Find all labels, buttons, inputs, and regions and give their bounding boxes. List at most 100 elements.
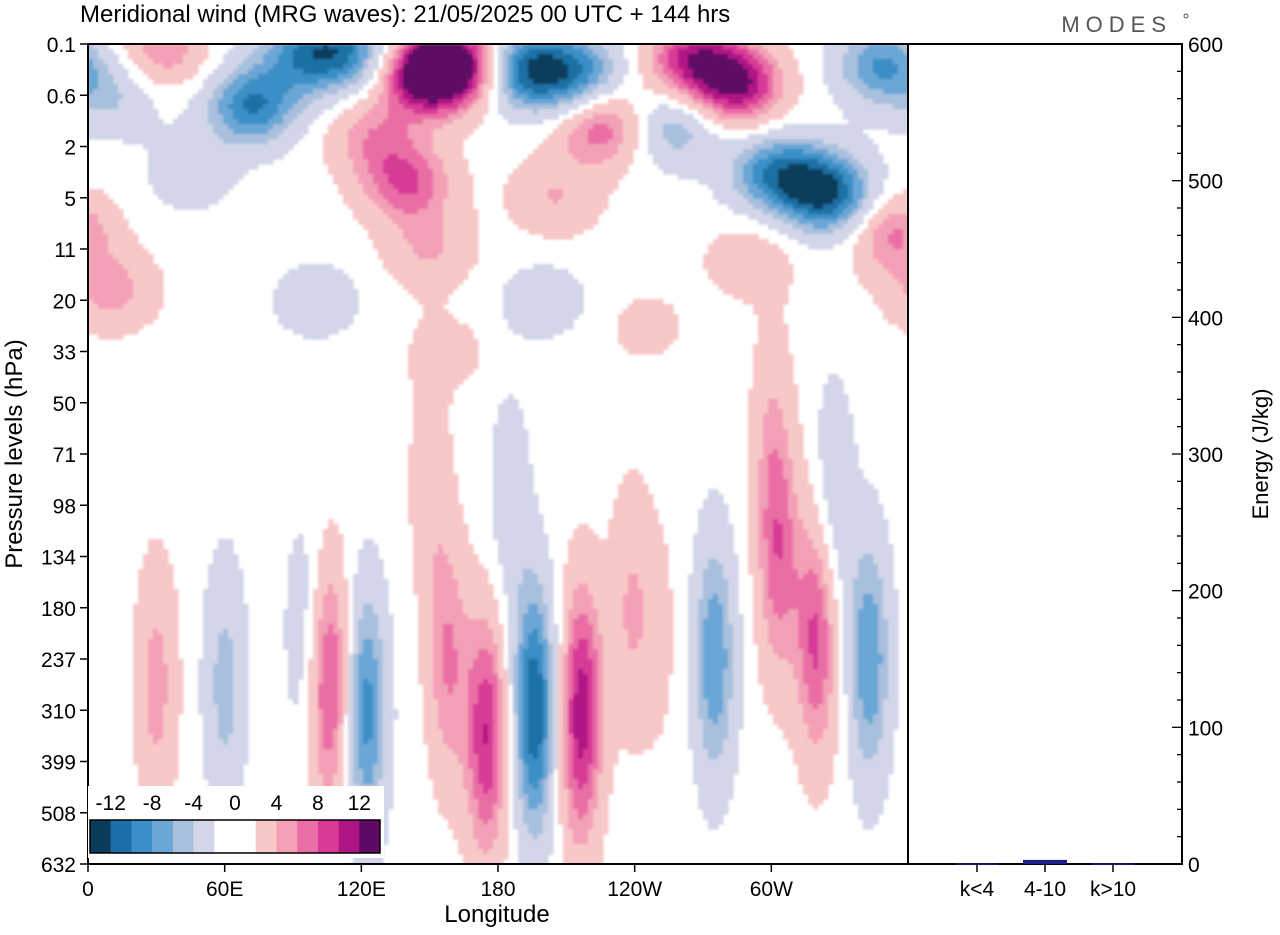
heatmap-cell (448, 194, 454, 200)
heatmap-cell (828, 234, 834, 240)
heatmap-cell (98, 129, 104, 135)
heatmap-cell (293, 69, 299, 75)
heatmap-cell (603, 79, 609, 85)
heatmap-cell (838, 189, 844, 195)
heatmap-cell (793, 214, 799, 220)
heatmap-cell (873, 169, 879, 175)
heatmap-cell (738, 244, 744, 250)
heatmap-cell (588, 199, 594, 205)
heatmap-cell (513, 69, 519, 75)
heatmap-cell (558, 104, 564, 110)
heatmap-cell (548, 49, 554, 55)
heatmap-cell (768, 174, 774, 180)
heatmap-cell (338, 124, 344, 130)
heatmap-cell (748, 84, 754, 90)
heatmap-cell (778, 264, 784, 270)
heatmap-cell (898, 249, 904, 255)
heatmap-cell (553, 89, 559, 95)
heatmap-cell (708, 99, 714, 105)
heatmap-cell (353, 64, 359, 70)
heatmap-cell (573, 224, 579, 230)
heatmap-cell (203, 84, 209, 90)
heatmap-cell (158, 179, 164, 185)
heatmap-cell (848, 219, 854, 225)
heatmap-cell (198, 44, 204, 50)
heatmap-cell (278, 99, 284, 105)
heatmap-cell (398, 134, 404, 140)
heatmap-cell (428, 254, 434, 260)
heatmap-cell (658, 114, 664, 120)
heatmap-cell (528, 49, 534, 55)
heatmap-cell (548, 74, 554, 80)
heatmap-cell (728, 94, 734, 100)
heatmap-cell (703, 179, 709, 185)
heatmap-cell (293, 119, 299, 125)
heatmap-cell (443, 74, 449, 80)
heatmap-cell (708, 64, 714, 70)
heatmap-cell (258, 149, 264, 155)
heatmap-cell (548, 194, 554, 200)
heatmap-cell (588, 189, 594, 195)
heatmap-cell (873, 49, 879, 55)
heatmap-cell (413, 99, 419, 105)
heatmap-cell (398, 254, 404, 260)
heatmap-cell (813, 214, 819, 220)
heatmap-cell (683, 69, 689, 75)
heatmap-cell (868, 149, 874, 155)
heatmap-cell (173, 134, 179, 140)
heatmap-cell (708, 159, 714, 165)
heatmap-cell (593, 209, 599, 215)
heatmap-cell (378, 234, 384, 240)
heatmap-cell (393, 149, 399, 155)
heatmap-cell (188, 169, 194, 175)
heatmap-cell (448, 174, 454, 180)
heatmap-cell (843, 114, 849, 120)
heatmap-cell (443, 89, 449, 95)
heatmap-cell (853, 119, 859, 125)
heatmap-cell (383, 259, 389, 265)
heatmap-cell (833, 154, 839, 160)
heatmap-cell (778, 114, 784, 120)
heatmap-cell (98, 69, 104, 75)
heatmap-cell (813, 194, 819, 200)
heatmap-cell (153, 114, 159, 120)
heatmap-cell (463, 64, 469, 70)
heatmap-cell (358, 214, 364, 220)
heatmap-cell (668, 109, 674, 115)
heatmap-cell (838, 69, 844, 75)
heatmap-cell (538, 154, 544, 160)
heatmap-cell (438, 229, 444, 235)
heatmap-cell (483, 44, 489, 50)
heatmap-cell (188, 104, 194, 110)
heatmap-cell (448, 184, 454, 190)
heatmap-cell (458, 104, 464, 110)
heatmap-cell (558, 124, 564, 130)
heatmap-cell (293, 104, 299, 110)
heatmap-cell (593, 59, 599, 65)
heatmap-cell (818, 174, 824, 180)
heatmap-cell (208, 179, 214, 185)
heatmap-cell (543, 109, 549, 115)
heatmap-cell (458, 204, 464, 210)
heatmap-cell (893, 204, 899, 210)
heatmap-cell (598, 144, 604, 150)
heatmap-cell (323, 154, 329, 160)
heatmap-cell (778, 94, 784, 100)
heatmap-cell (873, 149, 879, 155)
heatmap-cell (628, 144, 634, 150)
heatmap-cell (873, 174, 879, 180)
heatmap-cell (88, 74, 94, 80)
heatmap-cell (218, 89, 224, 95)
heatmap-cell (253, 139, 259, 145)
heatmap-cell (778, 159, 784, 165)
heatmap-cell (893, 54, 899, 60)
heatmap-cell (253, 104, 259, 110)
heatmap-cell (188, 199, 194, 205)
heatmap-cell (778, 204, 784, 210)
heatmap-cell (118, 239, 124, 245)
heatmap-cell (338, 154, 344, 160)
heatmap-cell (753, 119, 759, 125)
heatmap-cell (123, 244, 129, 250)
heatmap-cell (178, 199, 184, 205)
heatmap-cell (598, 64, 604, 70)
